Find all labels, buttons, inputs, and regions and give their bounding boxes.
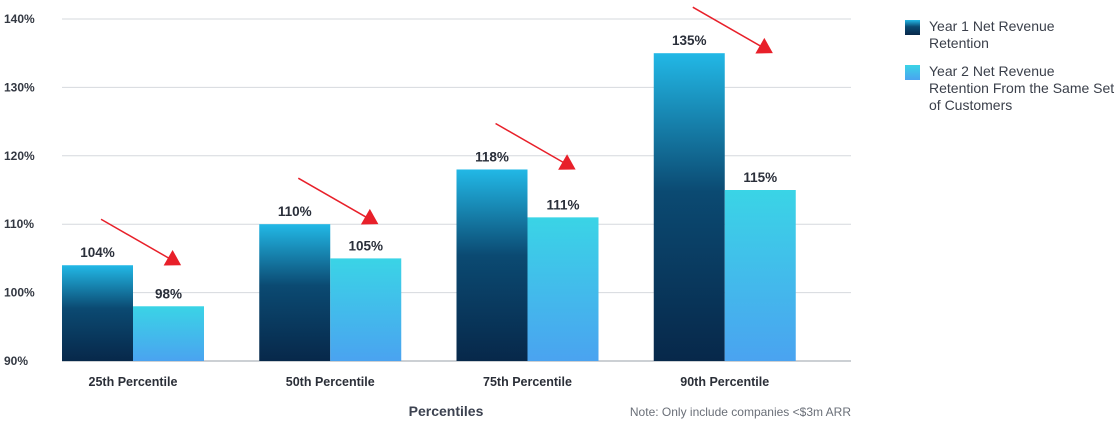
- bar-year2: [133, 306, 204, 361]
- y-tick-label: 100%: [4, 286, 35, 300]
- data-label: 104%: [80, 245, 115, 260]
- y-tick-label: 140%: [4, 12, 35, 26]
- data-label: 105%: [348, 238, 383, 253]
- trend-arrow: [100, 218, 182, 266]
- legend-item-year1: Year 1 Net Revenue Retention: [905, 18, 1115, 52]
- data-label: 111%: [546, 197, 579, 212]
- data-label: 118%: [475, 149, 509, 164]
- x-axis-title: Percentiles: [409, 403, 484, 419]
- trend-arrow: [692, 6, 773, 54]
- legend-label-year1: Year 1 Net Revenue Retention: [929, 18, 1055, 51]
- legend-swatch-year1: [905, 20, 920, 35]
- bars: [62, 53, 796, 361]
- x-tick-label: 75th Percentile: [483, 375, 572, 389]
- data-label: 135%: [672, 33, 707, 48]
- y-tick-label: 110%: [4, 217, 34, 231]
- legend-item-year2: Year 2 Net Revenue Retention From the Sa…: [905, 63, 1115, 114]
- bar-year2: [527, 217, 599, 361]
- bar-year1: [259, 224, 331, 361]
- trend-arrow: [495, 122, 576, 170]
- legend: Year 1 Net Revenue Retention Year 2 Net …: [905, 18, 1115, 125]
- x-tick-label: 90th Percentile: [680, 375, 769, 389]
- data-labels: 104% 98% 110% 105% 118% 111% 135% 115%: [80, 33, 777, 301]
- x-tick-label: 50th Percentile: [286, 375, 375, 389]
- trend-arrows: [100, 6, 773, 266]
- y-tick-label: 130%: [4, 80, 35, 94]
- y-tick-label: 90%: [4, 354, 28, 368]
- bar-year2: [330, 258, 402, 361]
- legend-swatch-year2: [905, 65, 920, 80]
- axes: 90% 100% 110% 120% 130% 140% 25th Percentile 50…: [4, 12, 769, 389]
- bar-year1: [456, 169, 528, 361]
- data-label: 115%: [743, 170, 777, 185]
- legend-label-year2: Year 2 Net Revenue Retention From the Sa…: [929, 63, 1115, 113]
- trend-arrow: [297, 177, 379, 225]
- data-label: 110%: [278, 204, 312, 219]
- data-label: 98%: [155, 286, 182, 301]
- x-tick-label: 25th Percentile: [89, 375, 178, 389]
- bar-year1: [653, 53, 725, 361]
- y-tick-label: 120%: [4, 149, 35, 163]
- footnote: Note: Only include companies <$3m ARR: [630, 405, 851, 419]
- bar-year1: [62, 265, 133, 361]
- bar-year2: [724, 190, 796, 361]
